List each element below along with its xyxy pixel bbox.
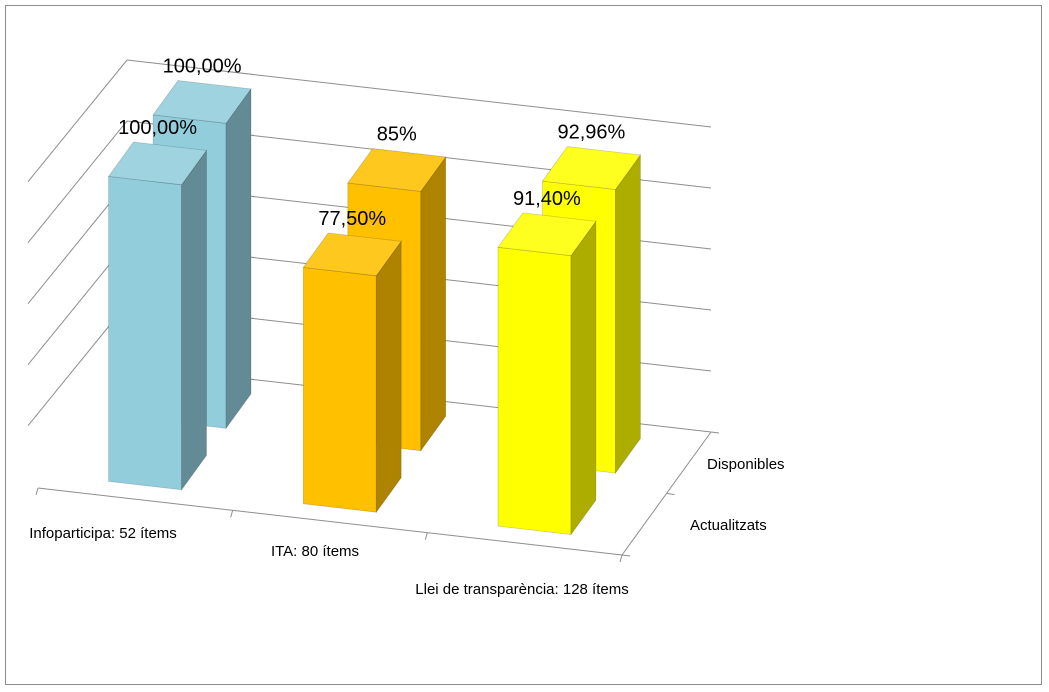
value-label: 100,00%	[163, 56, 242, 78]
bar-side-face	[376, 241, 401, 512]
category-label: Infoparticipa: 52 ítems	[29, 525, 177, 542]
value-label: 91,40%	[513, 188, 581, 210]
bar-side-face	[571, 221, 596, 534]
category-tick	[620, 555, 622, 562]
category-tick	[36, 488, 38, 495]
series-tick	[711, 432, 719, 433]
category-label: Llei de transparència: 128 ítems	[415, 581, 628, 598]
side-gridline	[28, 60, 127, 182]
value-label: 77,50%	[318, 208, 386, 230]
bar-front-face	[303, 267, 376, 512]
value-label: 85%	[377, 124, 417, 146]
bar-front-face	[498, 247, 571, 534]
bar-actualitzats-0	[109, 142, 207, 490]
bar-front-face	[109, 176, 182, 489]
bar-side-face	[182, 150, 207, 489]
category-label: ITA: 80 ítems	[271, 543, 359, 560]
series-label: Actualitzats	[690, 517, 767, 534]
bar-side-face	[616, 155, 641, 473]
value-label: 100,00%	[118, 117, 197, 139]
bar-side-face	[226, 89, 251, 428]
bar-actualitzats-1	[303, 233, 401, 512]
series-tick	[667, 494, 675, 495]
series-tick	[622, 555, 630, 556]
category-tick	[425, 533, 427, 540]
series-label: Disponibles	[707, 456, 785, 473]
bar-actualitzats-2	[498, 213, 596, 535]
category-tick	[231, 510, 233, 517]
value-label: 92,96%	[557, 122, 625, 144]
bar-side-face	[421, 157, 446, 451]
